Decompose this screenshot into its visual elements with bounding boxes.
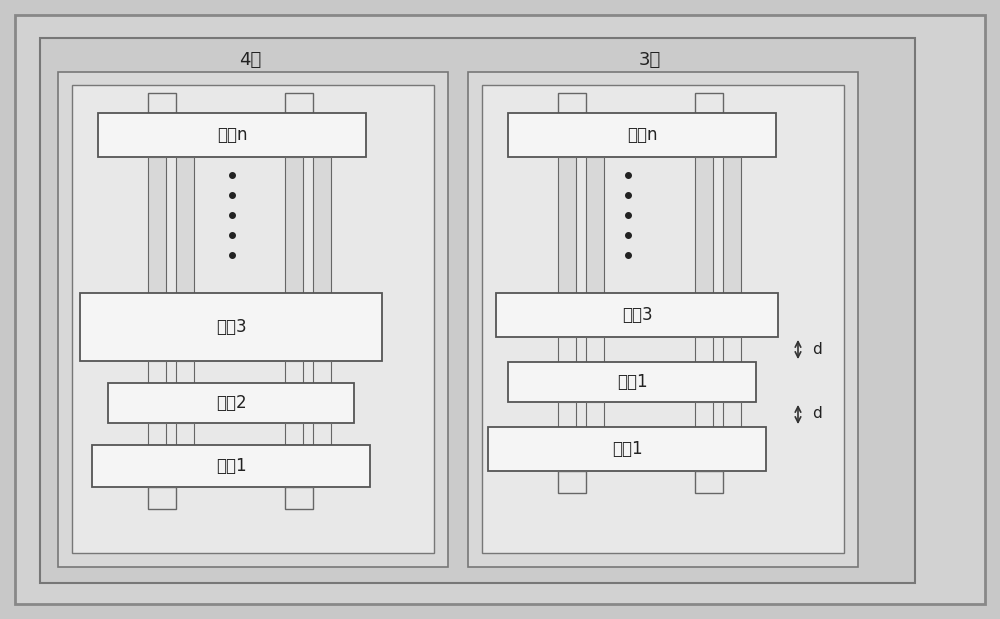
Bar xyxy=(108,383,354,423)
Text: d: d xyxy=(812,407,822,422)
Text: 板坯1: 板坯1 xyxy=(612,440,642,458)
Bar xyxy=(695,471,723,493)
Bar xyxy=(72,85,434,553)
Bar xyxy=(508,113,776,157)
Text: d: d xyxy=(812,342,822,357)
Bar xyxy=(313,157,331,293)
Bar xyxy=(176,423,194,445)
Bar xyxy=(586,402,604,427)
Text: 3列: 3列 xyxy=(639,51,661,69)
Bar xyxy=(723,157,741,293)
Bar xyxy=(695,337,713,362)
Bar xyxy=(723,337,741,362)
Bar xyxy=(558,93,586,113)
Bar xyxy=(488,427,766,471)
Bar xyxy=(148,423,166,445)
Bar xyxy=(558,402,576,427)
Bar xyxy=(482,85,844,553)
Bar xyxy=(586,157,604,293)
Bar xyxy=(285,361,303,383)
Bar xyxy=(695,157,713,293)
Bar xyxy=(285,487,313,509)
Text: 板坯3: 板坯3 xyxy=(216,318,246,336)
Text: 板坯n: 板坯n xyxy=(627,126,657,144)
Bar xyxy=(586,337,604,362)
Text: 板坯1: 板坯1 xyxy=(216,457,246,475)
Bar xyxy=(92,445,370,487)
Bar xyxy=(176,157,194,293)
Bar xyxy=(58,72,448,567)
Bar xyxy=(80,293,382,361)
Bar xyxy=(695,93,723,113)
Bar xyxy=(723,402,741,427)
Bar xyxy=(176,361,194,383)
Bar xyxy=(313,423,331,445)
Bar xyxy=(695,402,713,427)
Text: 板坯n: 板坯n xyxy=(217,126,247,144)
Text: 4列: 4列 xyxy=(239,51,261,69)
Bar xyxy=(496,293,778,337)
Bar xyxy=(313,361,331,383)
Bar xyxy=(148,93,176,113)
Bar xyxy=(285,93,313,113)
Bar xyxy=(558,157,576,293)
Bar xyxy=(40,38,915,583)
Bar xyxy=(285,157,303,293)
Bar xyxy=(98,113,366,157)
Bar xyxy=(508,362,756,402)
Bar xyxy=(148,157,166,293)
Bar xyxy=(285,423,303,445)
Bar xyxy=(468,72,858,567)
Bar xyxy=(558,471,586,493)
Bar xyxy=(148,361,166,383)
Bar xyxy=(558,337,576,362)
Text: 板坯3: 板坯3 xyxy=(622,306,652,324)
Text: 板坯2: 板坯2 xyxy=(216,394,246,412)
Bar xyxy=(148,487,176,509)
Text: 板坯1: 板坯1 xyxy=(617,373,647,391)
